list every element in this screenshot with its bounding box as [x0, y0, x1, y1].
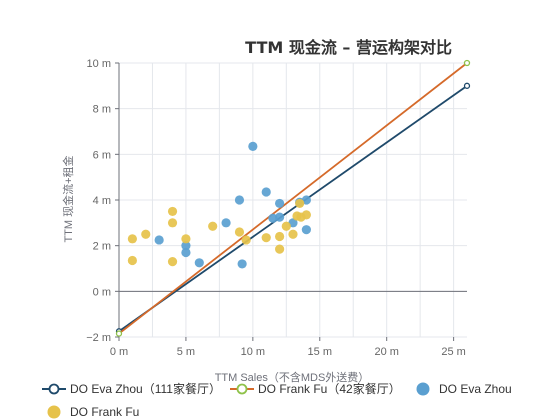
legend: DO Eva Zhou（111家餐厅） DO Frank Fu（42家餐厅） DO … [42, 381, 512, 419]
scatter-point-1-13[interactable] [281, 221, 291, 231]
scatter-point-1-3[interactable] [167, 206, 178, 217]
x-axis-ticks: 0 m 5 m 10 m 15 m 20 m 25 m [110, 337, 466, 358]
trend-line-endpoint-0-1 [463, 82, 471, 89]
scatter-point-0-8[interactable] [261, 187, 271, 197]
scatter-point-1-11[interactable] [275, 231, 285, 242]
x-tick-label: 10 m [241, 346, 265, 358]
scatter-point-1-6[interactable] [181, 234, 191, 244]
y-tick-label: 6 m [93, 149, 111, 161]
y-tick-label: 8 m [93, 104, 111, 116]
scatter-point-1-12[interactable] [275, 244, 285, 254]
x-axis-title: TTM Sales（不含MDS外送费） [215, 370, 370, 384]
y-axis-ticks: −2 m 0 m 2 m 4 m 6 m 8 m 10 m [86, 58, 119, 344]
scatter-point-0-5[interactable] [234, 195, 245, 205]
y-tick-label: 4 m [93, 195, 111, 207]
chart-title: TTM 现金流 – 营运构架对比 [245, 38, 452, 57]
scatter-points [127, 141, 311, 269]
trend-line-endpoint-1-1 [463, 59, 471, 67]
legend-label: DO Frank Fu（42家餐厅） [258, 381, 401, 396]
scatter-point-1-7[interactable] [208, 221, 218, 231]
x-tick-label: 25 m [441, 346, 465, 358]
scatter-point-1-18[interactable] [295, 198, 305, 209]
y-tick-label: 10 m [87, 58, 111, 70]
scatter-point-1-5[interactable] [167, 257, 178, 267]
scatter-point-1-10[interactable] [261, 233, 271, 243]
legend-dot-swatch [47, 405, 61, 419]
x-tick-label: 20 m [374, 346, 398, 358]
x-tick-label: 0 m [110, 346, 128, 358]
scatter-point-0-3[interactable] [194, 258, 204, 268]
trend-line-endpoint-1-0 [115, 330, 123, 337]
legend-item-0[interactable]: DO Eva Zhou（111家餐厅） [42, 381, 221, 396]
legend-marker-swatch [236, 383, 248, 395]
y-tick-label: 2 m [93, 241, 111, 253]
legend-marker-swatch [48, 383, 60, 395]
legend-label: DO Eva Zhou（111家餐厅） [70, 381, 221, 396]
scatter-point-0-6[interactable] [237, 259, 247, 269]
scatter-point-0-15[interactable] [301, 225, 311, 235]
scatter-point-1-17[interactable] [301, 210, 311, 220]
scatter-point-1-14[interactable] [288, 229, 298, 239]
scatter-point-1-1[interactable] [127, 255, 137, 266]
x-tick-label: 15 m [308, 346, 332, 358]
scatter-point-0-10[interactable] [275, 198, 285, 209]
legend-item-1[interactable]: DO Frank Fu（42家餐厅） [230, 381, 401, 396]
y-tick-label: −2 m [86, 332, 111, 344]
trend-line-1 [118, 62, 468, 335]
trend-lines [115, 59, 471, 337]
scatter-point-0-1[interactable] [181, 241, 191, 251]
x-tick-label: 5 m [177, 346, 195, 358]
scatter-point-0-2[interactable] [181, 247, 191, 258]
legend-label: DO Frank Fu [70, 405, 139, 419]
scatter-point-1-9[interactable] [241, 235, 251, 245]
y-axis-title: TTM 现金流+租金 [61, 155, 75, 242]
scatter-point-0-11[interactable] [275, 212, 285, 222]
scatter-point-0-0[interactable] [154, 235, 164, 245]
legend-dot-swatch [416, 382, 430, 396]
legend-item-2[interactable]: DO Eva Zhou [416, 382, 512, 396]
scatter-point-1-2[interactable] [141, 229, 151, 239]
scatter-point-0-4[interactable] [221, 218, 231, 228]
scatter-point-0-7[interactable] [248, 141, 258, 151]
legend-label: DO Eva Zhou [439, 382, 512, 396]
y-tick-label: 0 m [93, 286, 111, 298]
scatter-point-1-4[interactable] [167, 218, 178, 228]
trend-line-0 [118, 85, 468, 333]
scatter-point-1-0[interactable] [127, 234, 137, 244]
legend-item-3[interactable]: DO Frank Fu [47, 405, 140, 419]
scatter-point-1-8[interactable] [234, 227, 245, 237]
